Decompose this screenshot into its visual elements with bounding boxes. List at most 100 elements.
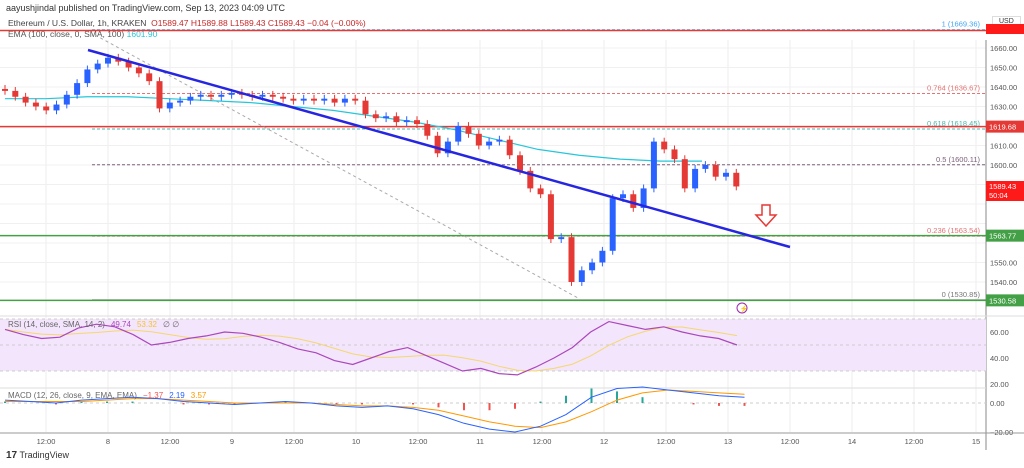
candle-body xyxy=(280,96,287,99)
time-tick: 12 xyxy=(600,437,608,446)
candle-body xyxy=(84,69,91,84)
candle-body xyxy=(372,114,379,119)
candle-body xyxy=(558,237,565,240)
candle-body xyxy=(362,100,369,115)
candle-body xyxy=(527,170,534,189)
published-by: aayushjindal published on TradingView.co… xyxy=(6,3,286,13)
macd-value: 2.19 xyxy=(169,391,185,400)
candle-body xyxy=(640,188,647,208)
candle-body xyxy=(218,94,225,97)
candle-body xyxy=(156,81,163,109)
macd-signal-line xyxy=(5,389,745,429)
candle-body xyxy=(2,88,8,91)
fib-trend-line xyxy=(94,34,579,299)
rsi-sma-line xyxy=(4,326,738,372)
rsi-line xyxy=(4,320,738,376)
candle-body xyxy=(383,116,390,119)
candle-body xyxy=(403,120,410,123)
tradingview-logo[interactable]: 17 TradingView xyxy=(6,450,69,461)
candle-body xyxy=(589,262,596,271)
time-tick: 12:00 xyxy=(905,437,924,446)
candle-body xyxy=(517,155,523,171)
candle-body xyxy=(135,67,142,74)
price-tick: 1660.00 xyxy=(990,44,1017,53)
price-tick: 1600.00 xyxy=(990,161,1017,170)
candle-body xyxy=(43,106,50,111)
ema-value: 1601.90 xyxy=(126,29,158,39)
candle-body xyxy=(475,133,482,146)
time-tick: 12:00 xyxy=(37,437,56,446)
candle-body xyxy=(300,98,307,101)
symbol-legend: Ethereum / U.S. Dollar, 1h, KRAKEN O1589… xyxy=(8,18,366,28)
candle-body xyxy=(228,92,235,95)
price-tag-label: 1619.68 xyxy=(989,123,1016,132)
candle-body xyxy=(32,102,39,107)
candle-body xyxy=(177,100,184,103)
fib-level-label: 1 (1669.36) xyxy=(942,20,981,29)
price-chart[interactable]: 1660.00 1650.00 1640.00 1630.00 1610.00 1600.… xyxy=(0,0,1024,450)
candle-body xyxy=(681,159,688,189)
candle-body xyxy=(197,94,204,97)
bar-countdown: 50:04 xyxy=(989,191,1008,200)
candle-body xyxy=(414,120,420,125)
candle-body xyxy=(311,98,317,101)
lightning-icon xyxy=(736,302,748,314)
candle-body xyxy=(53,104,60,111)
time-tick: 13 xyxy=(724,437,732,446)
candle-body xyxy=(599,250,606,263)
candle-body xyxy=(506,139,513,156)
candle-body xyxy=(630,194,637,208)
time-tick: 10 xyxy=(352,437,360,446)
candle-body xyxy=(94,63,101,70)
candle-body xyxy=(444,141,451,154)
candle-body xyxy=(547,194,554,240)
candle-body xyxy=(650,141,657,189)
rsi-tick: 60.00 xyxy=(990,328,1009,337)
candle-body xyxy=(723,172,729,177)
fib-level-label: 0.764 (1636.67) xyxy=(927,83,980,92)
candle-body xyxy=(424,124,431,136)
top-level-tag xyxy=(986,24,1024,34)
macd-line xyxy=(4,386,745,433)
candle-body xyxy=(712,165,719,177)
rsi-tick: 40.00 xyxy=(990,354,1009,363)
macd-signal-value: 3.57 xyxy=(191,391,207,400)
time-tick: 9 xyxy=(230,437,234,446)
fib-level-label: 0.618 (1618.45) xyxy=(927,119,980,128)
ema-line xyxy=(5,96,702,162)
price-tick: 1630.00 xyxy=(990,103,1017,112)
candle-body xyxy=(321,98,328,101)
price-tick: 1550.00 xyxy=(990,259,1017,268)
price-tick: 1610.00 xyxy=(990,142,1017,151)
price-tag-label: 1530.58 xyxy=(989,296,1016,305)
rsi-value: 49.74 xyxy=(111,320,132,329)
price-tag xyxy=(986,229,1024,242)
ohlc-values: O1589.47 H1589.88 L1589.43 C1589.43 −0.0… xyxy=(151,18,366,28)
candle-body xyxy=(352,98,359,101)
time-tick: 12:00 xyxy=(285,437,304,446)
lightning-glyph: ⚡ xyxy=(740,304,749,313)
candle-body xyxy=(146,73,153,82)
candle-body xyxy=(105,57,111,64)
fib-level-label: 0 (1530.85) xyxy=(942,290,981,299)
candle-body xyxy=(609,198,616,251)
candle-body xyxy=(22,96,29,103)
price-tag xyxy=(986,120,1024,133)
candle-body xyxy=(290,98,297,101)
time-tick: 11 xyxy=(476,437,484,446)
time-tick: 8 xyxy=(106,437,110,446)
candle-body xyxy=(341,98,348,103)
candle-body xyxy=(166,102,173,109)
price-tag xyxy=(986,294,1024,307)
rsi-extra: ∅ ∅ xyxy=(163,320,179,329)
price-tick: 1650.00 xyxy=(990,64,1017,73)
candle-body xyxy=(74,83,81,95)
rsi-tick: 20.00 xyxy=(990,380,1009,389)
candle-body xyxy=(620,194,626,199)
rsi-label: RSI (14, close, SMA, 14, 2) xyxy=(8,320,105,329)
candle-body xyxy=(434,135,441,154)
candle-body xyxy=(125,61,132,68)
macd-tick: 0.00 xyxy=(990,399,1005,408)
last-price: 1589.43 xyxy=(989,182,1016,191)
candle-body xyxy=(465,126,472,134)
